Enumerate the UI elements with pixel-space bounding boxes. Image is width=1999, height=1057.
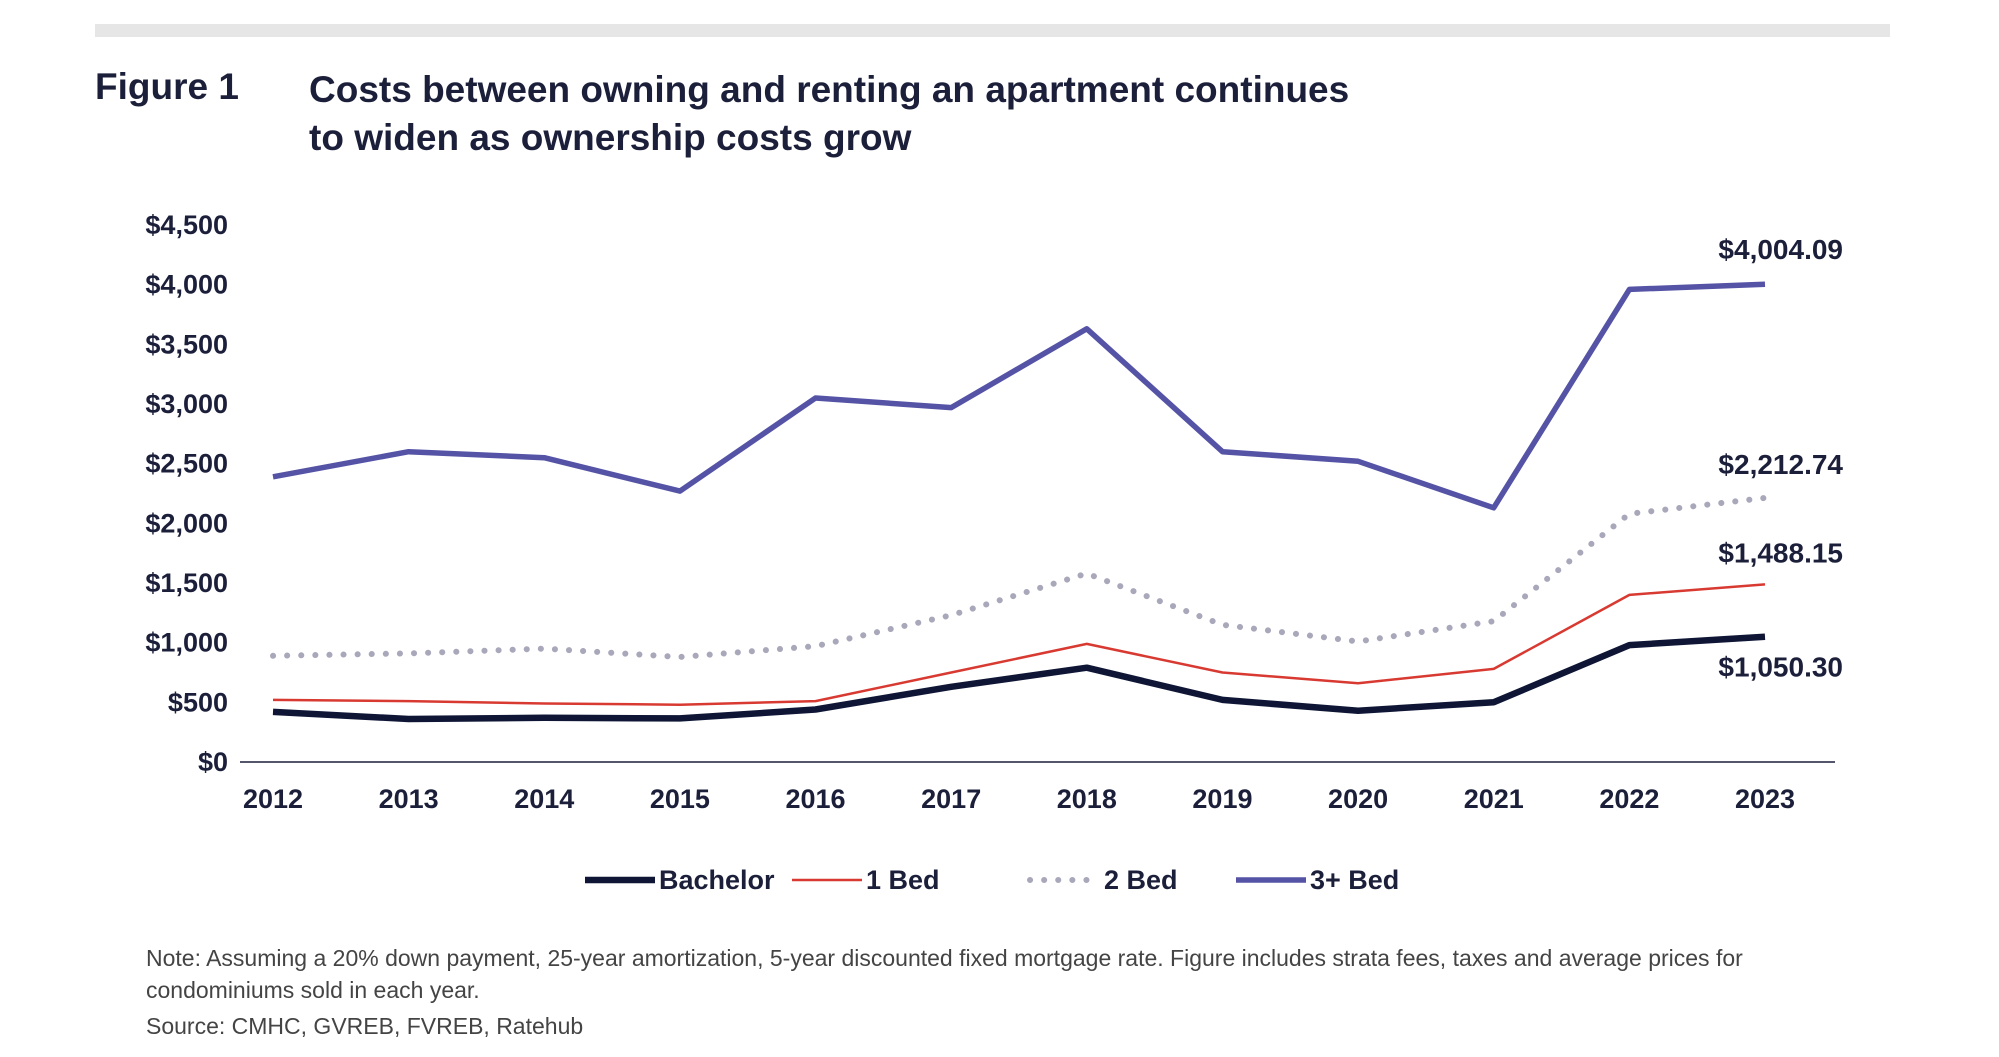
chart-source: Source: CMHC, GVREB, FVREB, Ratehub xyxy=(146,1013,584,1039)
x-tick-label: 2017 xyxy=(921,784,981,810)
legend-label: 1 Bed xyxy=(866,865,940,895)
legend-label: Bachelor xyxy=(659,865,775,895)
y-tick-label: $2,000 xyxy=(145,508,228,538)
y-tick-label: $4,000 xyxy=(145,270,228,300)
series-line-1-bed xyxy=(272,583,1766,706)
figure-title-line-1: Costs between owning and renting an apar… xyxy=(309,69,1350,110)
x-tick-label: 2021 xyxy=(1464,784,1524,810)
x-tick-label: 2016 xyxy=(786,784,846,810)
end-value-label: $1,488.15 xyxy=(1718,537,1843,568)
x-tick-label: 2020 xyxy=(1328,784,1388,810)
x-tick-label: 2012 xyxy=(243,784,303,810)
series-line-3-bed xyxy=(272,281,1766,511)
x-tick-label: 2023 xyxy=(1735,784,1795,810)
legend-label: 3+ Bed xyxy=(1310,865,1399,895)
legend-svg: Bachelor 1 Bed 2 Bed 3+ Bed xyxy=(585,865,1399,895)
x-tick-label: 2022 xyxy=(1599,784,1659,810)
y-tick-label: $0 xyxy=(198,747,228,777)
y-tick-label: $4,500 xyxy=(145,210,228,240)
series-line-bachelor xyxy=(272,633,1766,723)
line-chart: $0 $500 $1,000 $1,500 $2,000 $2,500 $3,000 $3,5… xyxy=(145,210,1843,814)
x-tick-label: 2019 xyxy=(1192,784,1252,810)
legend: Bachelor 1 Bed 2 Bed 3+ Bed xyxy=(0,860,1999,900)
end-value-label: $2,212.74 xyxy=(1718,449,1843,480)
x-tick-label: 2018 xyxy=(1057,784,1117,810)
end-value-label: $1,050.30 xyxy=(1718,652,1843,683)
y-tick-label: $3,000 xyxy=(145,389,228,419)
x-tick-label: 2014 xyxy=(514,784,574,810)
x-tick-label: 2013 xyxy=(379,784,439,810)
legend-label: 2 Bed xyxy=(1104,865,1178,895)
y-tick-label: $1,500 xyxy=(145,568,228,598)
figure-label: Figure 1 xyxy=(95,66,239,107)
y-tick-label: $1,000 xyxy=(145,628,228,658)
series-line-2-bed xyxy=(270,494,1768,660)
figure-title-line-2: to widen as ownership costs grow xyxy=(309,117,912,158)
x-tick-label: 2015 xyxy=(650,784,710,810)
y-tick-label: $3,500 xyxy=(145,329,228,359)
figure-title: Costs between owning and renting an apar… xyxy=(309,66,1559,162)
y-tick-label: $2,500 xyxy=(145,449,228,479)
end-value-label: $4,004.09 xyxy=(1718,234,1843,265)
y-tick-label: $500 xyxy=(168,687,228,717)
chart-note: Note: Assuming a 20% down payment, 25-ye… xyxy=(146,945,1743,1003)
top-rule xyxy=(95,24,1890,37)
chart-area: $0 $500 $1,000 $1,500 $2,000 $2,500 $3,000 $3,5… xyxy=(0,190,1999,814)
